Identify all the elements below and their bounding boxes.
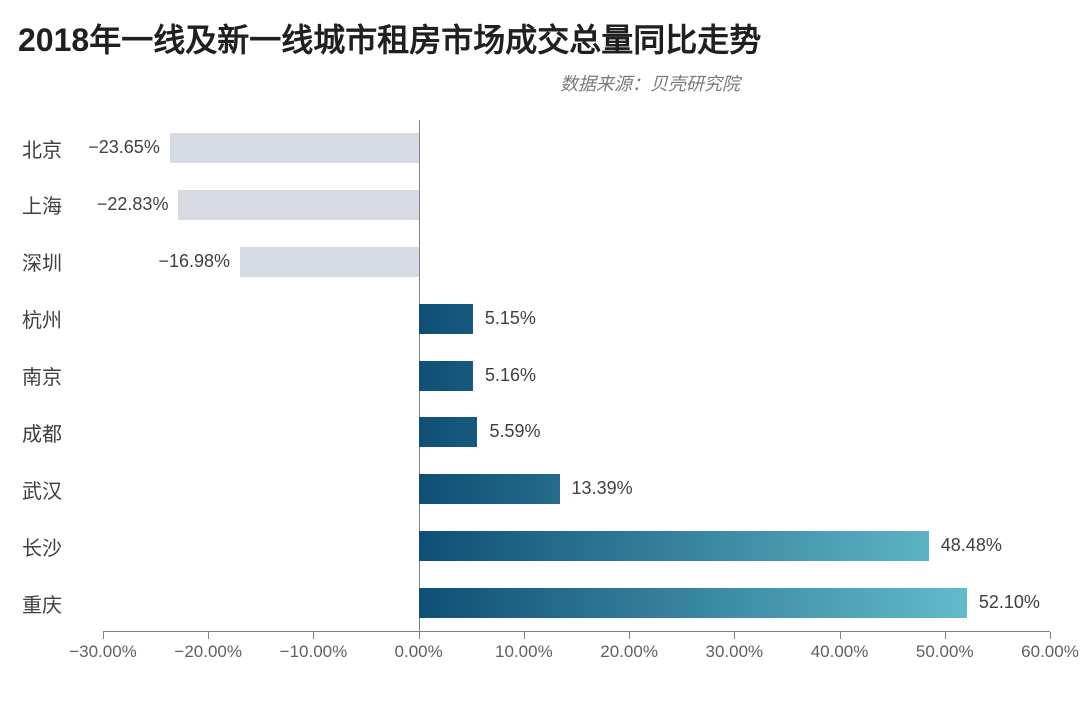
chart-subtitle: 数据来源：贝壳研究院 [18, 70, 1062, 96]
y-label-city: 深圳 [18, 233, 96, 290]
bar-row: 5.15% [103, 290, 1050, 347]
x-tick-mark [313, 632, 314, 639]
x-tick-label: 30.00% [705, 642, 763, 662]
bar-row: 48.48% [103, 518, 1050, 575]
x-tick-mark [629, 632, 630, 639]
chart-container: 2018年一线及新一线城市租房市场成交总量同比走势 数据来源：贝壳研究院 北京上… [0, 0, 1080, 711]
bar [240, 247, 419, 277]
x-tick-mark [419, 632, 420, 639]
bar-row: −16.98% [103, 233, 1050, 290]
x-tick-mark [840, 632, 841, 639]
bar-value-label: −16.98% [158, 251, 230, 272]
bar-value-label: 48.48% [941, 535, 1002, 556]
bar-row: 13.39% [103, 461, 1050, 518]
x-tick-label: 50.00% [916, 642, 974, 662]
bar [170, 133, 419, 163]
y-label-city: 上海 [18, 176, 96, 233]
x-tick-label: 20.00% [600, 642, 658, 662]
bar [419, 361, 473, 391]
y-label-city: 杭州 [18, 290, 96, 347]
x-tick-mark [208, 632, 209, 639]
bar [419, 304, 473, 334]
chart-title: 2018年一线及新一线城市租房市场成交总量同比走势 [18, 20, 1062, 62]
y-label-city: 成都 [18, 404, 96, 461]
bar-row: 52.10% [103, 575, 1050, 632]
bar [178, 190, 418, 220]
x-tick-label: −10.00% [280, 642, 348, 662]
x-tick-mark [734, 632, 735, 639]
x-tick-label: −30.00% [69, 642, 137, 662]
bar-value-label: 13.39% [572, 478, 633, 499]
y-label-city: 北京 [18, 120, 96, 177]
y-label-city: 长沙 [18, 518, 96, 575]
x-tick-mark [103, 632, 104, 639]
x-tick-mark [524, 632, 525, 639]
bar [419, 588, 967, 618]
bar-row: 5.59% [103, 404, 1050, 461]
plot-area: 北京上海深圳杭州南京成都武汉长沙重庆 −23.65%−22.83%−16.98%… [18, 120, 1062, 690]
x-tick-label: 10.00% [495, 642, 553, 662]
bar [419, 474, 560, 504]
x-tick-label: 40.00% [811, 642, 869, 662]
x-axis-ticks: −30.00%−20.00%−10.00%0.00%10.00%20.00%30… [103, 632, 1050, 672]
bar-row: 5.16% [103, 347, 1050, 404]
y-label-city: 武汉 [18, 461, 96, 518]
bar-row: −22.83% [103, 176, 1050, 233]
bar-value-label: 5.16% [485, 365, 536, 386]
x-tick-mark [1050, 632, 1051, 639]
bars-region: −23.65%−22.83% −16.98% 5.15% 5.16% 5.59% 13.3… [103, 120, 1050, 632]
x-tick-mark [945, 632, 946, 639]
bar-value-label: −22.83% [97, 194, 169, 215]
bar-row: −23.65% [103, 120, 1050, 177]
bar [419, 531, 929, 561]
x-tick-label: 60.00% [1021, 642, 1079, 662]
y-label-city: 重庆 [18, 575, 96, 632]
bar [419, 417, 478, 447]
y-axis-labels: 北京上海深圳杭州南京成都武汉长沙重庆 [18, 120, 96, 632]
bar-value-label: −23.65% [88, 137, 160, 158]
bar-value-label: 52.10% [979, 592, 1040, 613]
bar-value-label: 5.59% [489, 421, 540, 442]
x-tick-label: −20.00% [174, 642, 242, 662]
x-tick-label: 0.00% [395, 642, 443, 662]
bar-value-label: 5.15% [485, 308, 536, 329]
y-label-city: 南京 [18, 347, 96, 404]
